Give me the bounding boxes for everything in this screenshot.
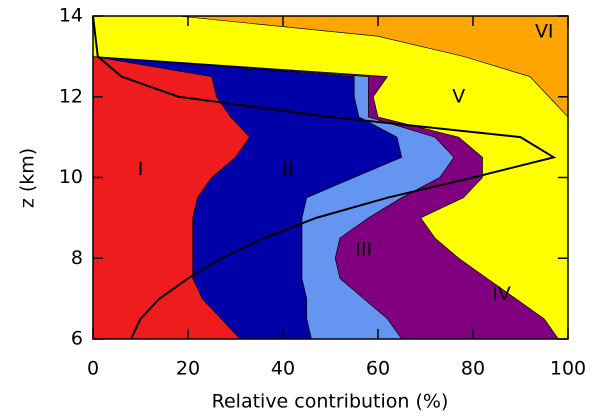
y-tick-label: 6: [71, 328, 83, 350]
profile-line: [92, 15, 557, 340]
x-tick-label: 80: [461, 358, 485, 380]
x-tick-label: 0: [87, 358, 99, 380]
area-label: I: [138, 158, 144, 180]
area-label: VI: [535, 21, 554, 43]
y-tick-label: 10: [59, 166, 83, 188]
y-axis-label: z (km): [17, 148, 39, 208]
area-label: V: [452, 85, 465, 107]
y-tick-label: 14: [59, 5, 83, 27]
area-label: II: [282, 158, 293, 180]
x-tick-label: 20: [176, 358, 200, 380]
area-label: IV: [492, 283, 511, 305]
x-axis-label: Relative contribution (%): [212, 391, 449, 413]
y-tick-label: 12: [59, 85, 83, 107]
area-label: III: [355, 239, 372, 261]
x-tick-label: 40: [271, 358, 295, 380]
y-tick-label: 8: [71, 247, 83, 269]
x-tick-label: 60: [366, 358, 390, 380]
x-tick-label: 100: [550, 358, 586, 380]
